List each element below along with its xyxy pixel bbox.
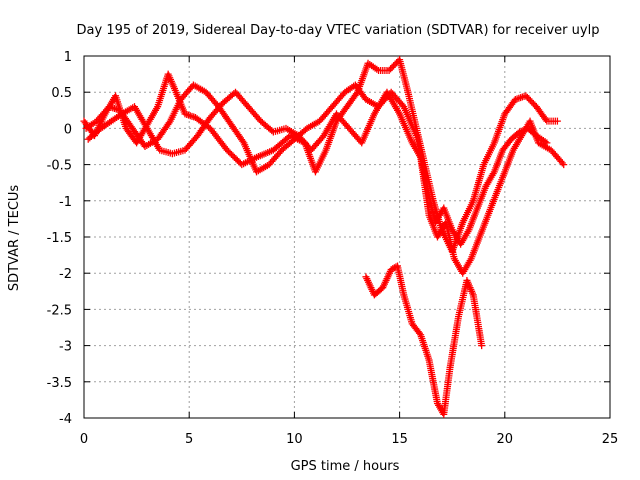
y-axis-label: SDTVAR / TECUs [7,185,22,292]
data-point [390,62,398,70]
data-points [80,56,568,418]
x-axis-tick-labels: 0 5 10 15 20 25 [80,432,618,447]
data-point [516,128,524,136]
data-point [393,59,401,67]
data-point [478,342,486,350]
data-point [523,93,531,101]
x-tick-label: 5 [185,432,193,447]
x-tick-label: 10 [286,432,303,447]
data-point [385,66,393,74]
data-point [526,96,534,104]
data-point [529,100,537,108]
series-trace-1 [80,56,561,255]
data-point [525,95,533,103]
data-point [352,90,360,98]
data-point [522,92,530,100]
x-tick-label: 25 [602,432,619,447]
x-axis-label: GPS time / hours [291,459,400,474]
x-tick-label: 15 [391,432,408,447]
y-tick-label: 0.5 [51,86,72,101]
data-point [528,98,536,106]
data-point [387,65,395,73]
data-point [398,101,406,109]
x-tick-label: 0 [80,432,88,447]
data-point [165,119,173,127]
y-tick-label: -2.5 [47,303,72,318]
chart-title: Day 195 of 2019, Sidereal Day-to-day VTE… [77,23,600,38]
y-axis-tick-labels: -4 -3.5 -3 -2.5 -2 -1.5 -1 -0.5 0 0.5 1 [47,50,72,427]
data-point [388,63,396,71]
data-point [553,117,561,125]
y-tick-label: 0 [64,122,72,137]
data-point [560,161,568,169]
data-point [558,159,566,167]
y-tick-label: -3 [59,340,72,355]
data-point [542,116,550,124]
y-tick-label: -3.5 [47,376,72,391]
y-tick-label: -1 [59,195,72,210]
y-tick-label: -4 [59,412,72,427]
data-point [415,329,423,337]
data-point [239,137,247,145]
y-tick-label: 1 [64,50,72,65]
y-tick-label: -0.5 [47,159,72,174]
y-tick-label: -2 [59,267,72,282]
series-trace-3 [82,81,551,248]
y-tick-label: -1.5 [47,231,72,246]
axis-ticks [83,55,611,419]
x-tick-label: 20 [497,432,514,447]
data-point [543,139,551,147]
series-trace-4 [362,262,486,418]
